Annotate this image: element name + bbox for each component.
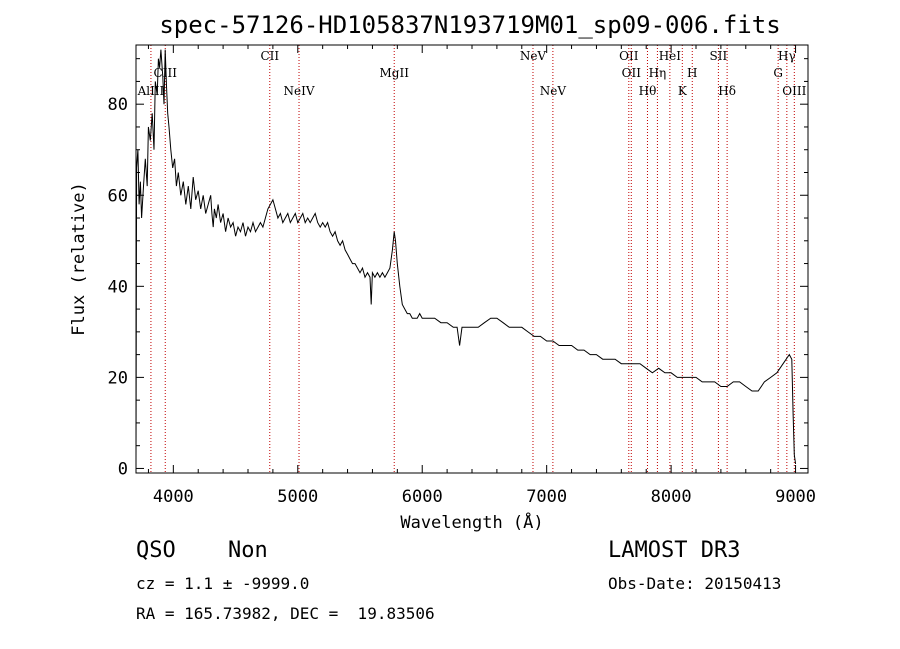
coordinates: RA = 165.73982, DEC = 19.83506 bbox=[136, 604, 435, 623]
marker-label: NeIV bbox=[284, 84, 315, 98]
marker-label: OII bbox=[622, 66, 642, 80]
x-tick-label: 7000 bbox=[526, 487, 567, 507]
x-tick-label: 4000 bbox=[153, 487, 194, 507]
marker-label: K bbox=[678, 84, 688, 98]
y-tick-label: 40 bbox=[108, 277, 128, 297]
marker-label: NeV bbox=[540, 84, 567, 98]
spectrum-line bbox=[135, 49, 797, 464]
marker-label: Hη bbox=[649, 66, 667, 80]
marker-label: OIII bbox=[782, 84, 806, 98]
marker-label: Hθ bbox=[639, 84, 657, 98]
obs-date: Obs-Date: 20150413 bbox=[608, 574, 782, 593]
marker-label: H bbox=[687, 66, 697, 80]
object-subclass: Non bbox=[228, 538, 268, 563]
survey-name: LAMOST DR3 bbox=[608, 538, 741, 563]
x-tick-label: 9000 bbox=[775, 487, 816, 507]
y-axis-ticks: 0 20 40 60 80 bbox=[108, 58, 808, 479]
y-tick-label: 80 bbox=[108, 95, 128, 115]
marker-label: HeI bbox=[659, 49, 682, 63]
marker-label: MgII bbox=[379, 66, 409, 80]
x-axis-ticks: 4000 5000 6000 7000 8000 9000 bbox=[147, 45, 816, 507]
y-tick-label: 0 bbox=[118, 459, 128, 479]
object-class: QSO bbox=[136, 538, 176, 563]
marker-label: NeV bbox=[520, 49, 547, 63]
marker-label: OII bbox=[619, 49, 639, 63]
chart-title: spec-57126-HD105837N193719M01_sp09-006.f… bbox=[159, 11, 780, 39]
y-tick-label: 60 bbox=[108, 186, 128, 206]
redshift-cz: cz = 1.1 ± -9999.0 bbox=[136, 574, 310, 593]
marker-label: SII bbox=[710, 49, 728, 63]
x-axis-label: Wavelength (Å) bbox=[400, 511, 543, 533]
x-tick-label: 6000 bbox=[402, 487, 443, 507]
marker-label: Hδ bbox=[718, 84, 736, 98]
y-tick-label: 20 bbox=[108, 368, 128, 388]
line-markers: AlIII CIII CII NeIV MgII NeV NeV OII OII Hθ Hη HeI K… bbox=[137, 45, 807, 473]
marker-label: CIII bbox=[154, 66, 178, 80]
x-tick-label: 5000 bbox=[277, 487, 318, 507]
marker-label: G bbox=[773, 66, 783, 80]
marker-label: AlIII bbox=[137, 84, 165, 98]
plot-frame bbox=[135, 44, 809, 474]
marker-label: CII bbox=[260, 49, 279, 63]
y-axis-label: Flux (relative) bbox=[69, 182, 89, 336]
marker-label: Hγ bbox=[778, 49, 796, 63]
x-tick-label: 8000 bbox=[651, 487, 692, 507]
